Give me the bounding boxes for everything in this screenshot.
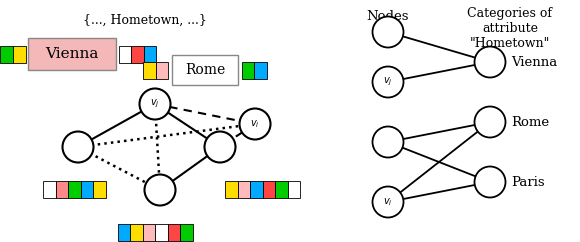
Bar: [241, 61, 254, 78]
Circle shape: [144, 174, 176, 205]
Bar: [143, 224, 155, 241]
Bar: [93, 181, 106, 197]
Bar: [81, 181, 93, 197]
Text: $v_j$: $v_j$: [150, 98, 160, 110]
Bar: [156, 61, 169, 78]
Bar: [118, 224, 130, 241]
Circle shape: [474, 46, 506, 77]
Circle shape: [474, 106, 506, 137]
Text: $v_i$: $v_i$: [250, 118, 260, 130]
Text: Rome: Rome: [512, 115, 550, 129]
Bar: [143, 45, 156, 62]
Circle shape: [474, 166, 506, 197]
Circle shape: [240, 108, 270, 139]
Text: $v_i$: $v_i$: [383, 196, 393, 208]
Circle shape: [372, 187, 404, 218]
Text: {..., Hometown, ...}: {..., Hometown, ...}: [83, 14, 207, 27]
Bar: [13, 45, 26, 62]
Circle shape: [205, 131, 235, 162]
Circle shape: [63, 131, 93, 162]
Text: Vienna: Vienna: [45, 47, 99, 61]
FancyBboxPatch shape: [172, 55, 238, 85]
Bar: [43, 181, 56, 197]
Text: Paris: Paris: [512, 175, 545, 189]
Bar: [118, 45, 131, 62]
Bar: [180, 224, 193, 241]
Circle shape: [372, 67, 404, 98]
Circle shape: [140, 89, 171, 120]
Bar: [254, 61, 266, 78]
Circle shape: [372, 16, 404, 47]
Bar: [168, 224, 180, 241]
Text: Categories of
attribute
"Hometown": Categories of attribute "Hometown": [467, 7, 553, 50]
Bar: [143, 61, 156, 78]
Text: Vienna: Vienna: [512, 55, 558, 68]
Bar: [130, 224, 143, 241]
FancyBboxPatch shape: [28, 38, 115, 70]
Bar: [225, 181, 237, 197]
Text: Rome: Rome: [185, 63, 225, 77]
Bar: [1, 45, 13, 62]
Bar: [288, 181, 300, 197]
Text: Nodes: Nodes: [367, 10, 409, 23]
Circle shape: [372, 127, 404, 158]
Bar: [263, 181, 275, 197]
Text: $v_j$: $v_j$: [383, 76, 393, 88]
Bar: [250, 181, 263, 197]
Bar: [275, 181, 288, 197]
Bar: [131, 45, 143, 62]
Bar: [68, 181, 81, 197]
Bar: [56, 181, 68, 197]
Bar: [237, 181, 250, 197]
Bar: [155, 224, 168, 241]
